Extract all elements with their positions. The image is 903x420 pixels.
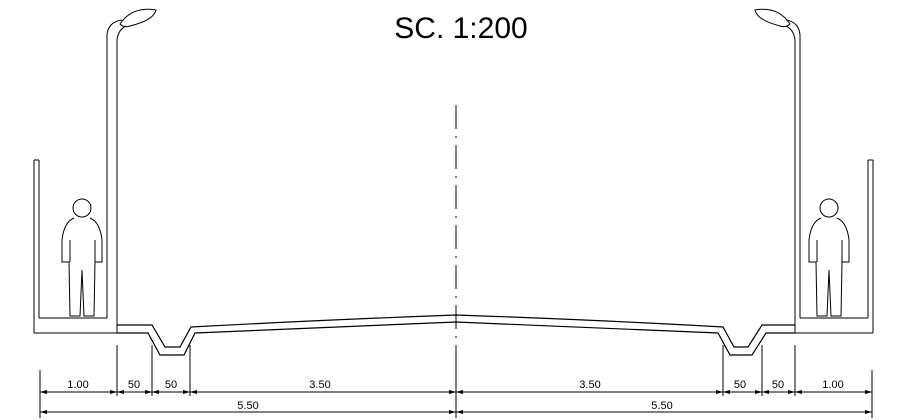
left-lamp-post xyxy=(106,8,157,318)
left-sidewalk xyxy=(34,317,118,334)
left-railing xyxy=(33,159,40,333)
dimension-lines xyxy=(39,345,873,418)
dim-label-lane-left: 3.50 xyxy=(309,379,330,391)
left-pedestrian-figure xyxy=(61,198,103,317)
dim-label-sidewalk-right: 1.00 xyxy=(822,379,843,391)
dim-label-lane-right: 3.50 xyxy=(579,379,600,391)
dimension-labels: 1.00 50 50 3.50 3.50 50 50 1.00 5.50 5.5… xyxy=(67,379,843,412)
right-railing xyxy=(867,159,874,333)
scale-title: SC. 1:200 xyxy=(394,12,527,45)
dim-label-half-left: 5.50 xyxy=(237,400,258,412)
right-lamp-post xyxy=(754,8,801,318)
right-sidewalk xyxy=(794,317,873,334)
dim-label-channel-right: 50 xyxy=(734,379,746,391)
right-pedestrian-figure xyxy=(808,198,850,317)
dim-label-curb-left: 50 xyxy=(128,379,140,391)
dim-label-sidewalk-left: 1.00 xyxy=(67,379,88,391)
dim-label-half-right: 5.50 xyxy=(651,400,672,412)
dim-label-curb-right: 50 xyxy=(772,379,784,391)
dim-label-channel-left: 50 xyxy=(165,379,177,391)
